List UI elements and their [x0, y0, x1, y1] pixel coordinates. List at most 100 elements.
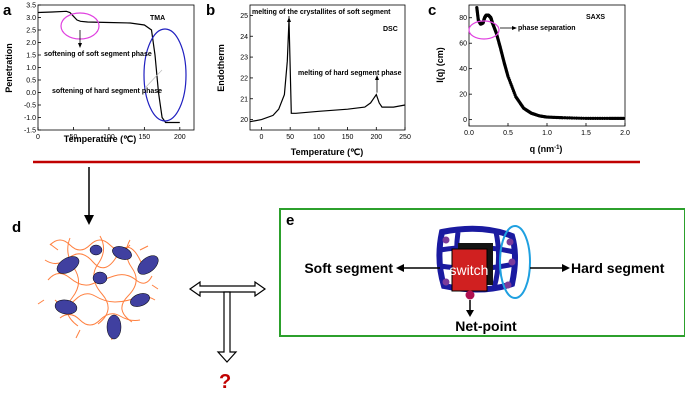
y-tick-label: 3.5 [26, 3, 36, 10]
saxs-point [565, 116, 569, 120]
panel-a: a 0 50 100 150 200 -1.5 -1.0 -0.5 0.0 0.5 1.0 1.5 2.… [3, 2, 195, 144]
y-tick-label: -1.0 [24, 115, 36, 122]
saxs-point [605, 116, 609, 120]
annotation-hard-melting: melting of hard segment phase [298, 70, 402, 77]
x-tick-label: 0 [260, 134, 264, 141]
y-tick-label: 20 [459, 92, 467, 99]
net-point-node [442, 236, 450, 244]
hard-segment-ellipse-e [499, 225, 531, 299]
x-tick-label: 200 [174, 134, 186, 141]
y-tick-label: 22 [240, 75, 248, 82]
x-tick-label: 100 [313, 134, 325, 141]
y-tick-label: -1.5 [24, 128, 36, 135]
x-tick-label: 50 [286, 134, 294, 141]
panel-e-label: e [286, 212, 294, 229]
hard-melting-arrowhead [375, 75, 379, 80]
hard-domain [92, 271, 108, 285]
y-tick-label: 2.0 [26, 40, 36, 47]
y-tick-label: 80 [459, 15, 467, 22]
panel-b-ticks: 0 50 100 150 200 250 20 21 22 23 24 25 [240, 13, 411, 141]
network-outline [436, 225, 518, 293]
y-tick-label: 24 [240, 34, 248, 41]
saxs-point [596, 116, 600, 120]
saxs-point [600, 116, 604, 120]
saxs-point [579, 116, 583, 120]
panel-b-ylabel: Endotherm [216, 44, 226, 92]
saxs-point [603, 116, 607, 120]
hard-domain [56, 256, 80, 274]
y-tick-label: 60 [459, 41, 467, 48]
annotation-soft-softening: softening of soft segment phase [44, 51, 152, 58]
saxs-point [572, 116, 576, 120]
net-point-arrowhead [466, 310, 474, 317]
panel-a-ylabel: Penetration [4, 43, 14, 93]
saxs-point [591, 116, 595, 120]
x-tick-label: 0 [36, 134, 40, 141]
annotation-phase-separation: phase separation [518, 25, 576, 32]
panel-a-xlabel: Temperature (℃) [64, 134, 136, 144]
net-point-node-main [465, 290, 475, 300]
y-tick-label: 20 [240, 117, 248, 124]
x-tick-label: 1.0 [542, 130, 552, 137]
hard-domain [106, 314, 122, 340]
annotation-soft-melting: melting of the crystallites of soft segm… [252, 9, 391, 16]
panel-c: c 0.0 0.5 1.0 1.5 2.0 0 20 40 60 80 q (nm-1) I(q)… [428, 2, 630, 154]
x-tick-label: 0.5 [503, 130, 513, 137]
saxs-point [582, 116, 586, 120]
saxs-point [575, 116, 579, 120]
hard-domain [89, 244, 103, 256]
hard-annotation-line [144, 69, 163, 89]
panel-c-label: c [428, 2, 436, 19]
panel-d-label: d [12, 219, 21, 236]
panel-b-label: b [206, 2, 215, 19]
switch-label: switch [450, 262, 489, 278]
x-tick-label: 50 [70, 134, 78, 141]
y-tick-label: 40 [459, 66, 467, 73]
saxs-point [577, 116, 581, 120]
phase-separation-circle [468, 20, 500, 40]
hard-domain [130, 293, 150, 307]
soft-arrowhead [78, 43, 82, 48]
y-tick-label: 21 [240, 96, 248, 103]
net-point-node [504, 281, 512, 289]
y-tick-label: 0.5 [26, 78, 36, 85]
tma-curve [37, 10, 180, 124]
switch-box-front [451, 248, 488, 292]
saxs-point [561, 116, 565, 120]
panel-e: e switch Soft segment Hard segment [279, 208, 685, 337]
panel-c-ylabel-end: ) [435, 47, 445, 50]
saxs-point [593, 116, 597, 120]
panel-c-method: SAXS [586, 14, 605, 21]
soft-segment-arrowhead [396, 264, 404, 272]
x-tick-label: 250 [399, 134, 411, 141]
vertical-arrow [216, 291, 238, 363]
saxs-point [598, 116, 602, 120]
panel-b: b 0 50 100 150 200 250 20 21 22 23 24 25 Temperatur… [206, 2, 411, 157]
y-tick-label: -0.5 [24, 103, 36, 110]
y-tick-label: 25 [240, 13, 248, 20]
polymer-network [37, 235, 159, 341]
saxs-point [589, 116, 593, 120]
x-tick-label: 1.5 [581, 130, 591, 137]
saxs-point [570, 116, 574, 120]
y-tick-label: 2.5 [26, 28, 36, 35]
annotation-hard-softening: softening of hard segment phase [52, 88, 162, 95]
panel-b-frame [249, 4, 406, 131]
net-point-node [506, 238, 514, 246]
soft-segment-label: Soft segment [304, 260, 393, 276]
question-mark: ? [219, 371, 231, 393]
phase-separation-arrowhead [512, 26, 517, 30]
x-tick-label: 150 [342, 134, 354, 141]
net-point-node [442, 278, 450, 286]
x-tick-label: 2.0 [620, 130, 630, 137]
network-strand [491, 231, 502, 289]
x-tick-label: 150 [139, 134, 151, 141]
panel-c-xlabel-sup: -1 [554, 145, 560, 151]
hard-domain [137, 255, 159, 275]
net-point-node [508, 258, 516, 266]
panel-a-label: a [3, 2, 12, 19]
y-tick-label: 1.0 [26, 65, 36, 72]
panel-c-ticks: 0.0 0.5 1.0 1.5 2.0 0 20 40 60 80 [459, 15, 630, 137]
saxs-point [563, 116, 567, 120]
hard-domain [112, 246, 132, 260]
